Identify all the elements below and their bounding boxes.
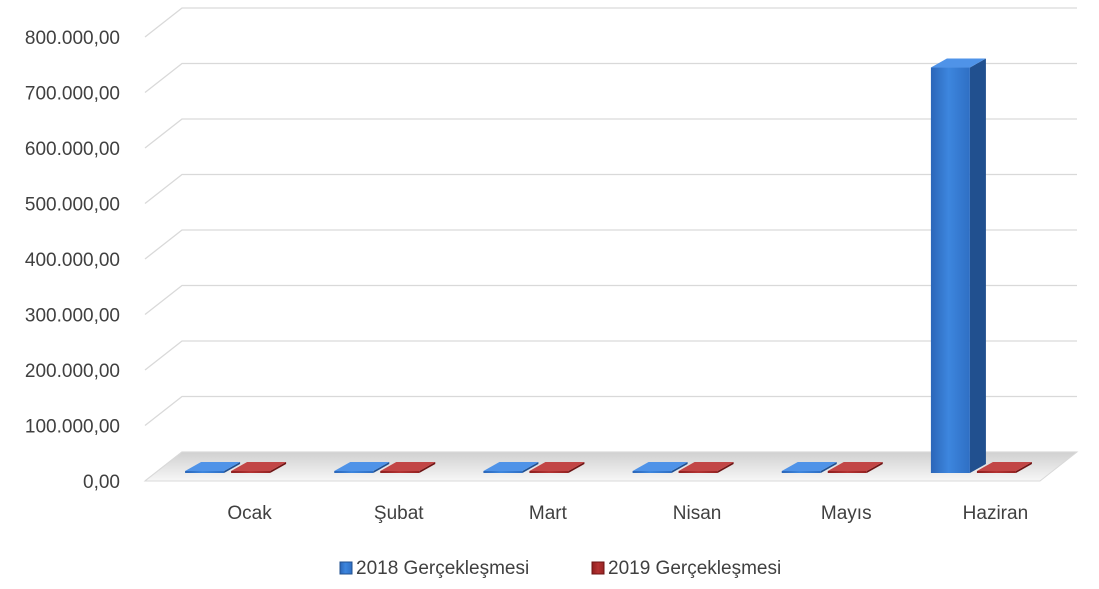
bar-top: [976, 462, 1032, 471]
y-tick-label: 600.000,00: [25, 139, 120, 160]
y-tick-label: 200.000,00: [25, 361, 120, 382]
gridline: [144, 229, 1077, 260]
bar-side: [671, 462, 688, 473]
y-tick-label: 0,00: [83, 472, 120, 493]
gridline: [144, 395, 1077, 427]
y-tick-label: 700.000,00: [25, 84, 120, 105]
bar-2018-Haziran: [930, 58, 986, 474]
bar-2018-Mayıs: [781, 462, 837, 473]
x-tick-label: Ocak: [227, 503, 272, 524]
bar-top: [529, 462, 585, 471]
bar-front: [632, 471, 672, 473]
y-tick-label: 500.000,00: [25, 195, 120, 216]
gridline: [144, 284, 1077, 316]
y-tick-label: 300.000,00: [25, 306, 120, 327]
bar-side: [419, 462, 436, 473]
bar-top: [185, 462, 241, 471]
bar-front: [185, 471, 225, 473]
chart-floor: [143, 451, 1079, 482]
x-tick-label: Mart: [529, 503, 568, 524]
bar-top: [334, 462, 390, 471]
bar-2019-Nisan: [678, 462, 734, 473]
legend-item-1: 2019 Gerçekleşmesi: [591, 558, 781, 579]
bar-front: [781, 471, 821, 473]
bar-top: [632, 462, 688, 471]
bar-2019-Haziran: [976, 462, 1032, 473]
gridline: [144, 173, 1077, 205]
x-axis-tick-labels: Ocak Şubat Mart Nisan Mayıs Haziran: [227, 503, 1028, 524]
bar-side: [568, 462, 585, 473]
bar-front: [930, 67, 970, 474]
legend-swatch: [339, 561, 353, 575]
bar-front: [827, 471, 867, 473]
bar-2018-Şubat: [334, 462, 390, 473]
bar-2019-Mayıs: [827, 462, 883, 473]
legend-label: 2018 Gerçekleşmesi: [356, 558, 529, 579]
bar-series-layer: [185, 58, 1032, 474]
bar-front: [976, 471, 1016, 473]
bar-top: [827, 462, 883, 471]
y-tick-label: 100.000,00: [25, 417, 120, 438]
bar-side: [866, 462, 883, 473]
gridline: [144, 340, 1077, 371]
x-tick-label: Mayıs: [821, 503, 872, 524]
bar-top: [483, 462, 539, 471]
bar-front: [334, 471, 374, 473]
bar-front: [529, 471, 569, 473]
grid-layer: [144, 7, 1077, 482]
bar-side: [224, 462, 241, 473]
bar-top: [930, 58, 986, 68]
bar-side: [969, 58, 986, 474]
bar-front: [483, 471, 523, 473]
legend: 2018 Gerçekleşmesi 2019 Gerçekleşmesi: [339, 558, 781, 579]
bar-side: [1015, 462, 1032, 473]
bar-top: [380, 462, 436, 471]
bar-2018-Mart: [483, 462, 539, 473]
x-tick-label: Şubat: [374, 503, 424, 524]
gridline: [144, 118, 1077, 149]
legend-swatch: [591, 561, 605, 575]
bar-2018-Nisan: [632, 462, 688, 473]
bar-2018-Ocak: [185, 462, 241, 473]
bar-2019-Ocak: [231, 462, 287, 473]
y-tick-label: 400.000,00: [25, 250, 120, 271]
bar-2019-Mart: [529, 462, 585, 473]
bar-side: [270, 462, 287, 473]
bar-top: [781, 462, 837, 471]
bar-side: [717, 462, 734, 473]
gridline: [144, 7, 1077, 38]
bar-side: [820, 462, 837, 473]
chart-floor-plane: [143, 451, 1079, 482]
bar-top: [678, 462, 734, 471]
bar-front: [231, 471, 271, 473]
gridline: [144, 62, 1077, 94]
legend-label: 2019 Gerçekleşmesi: [608, 558, 781, 579]
x-tick-label: Haziran: [963, 503, 1028, 524]
x-tick-label: Nisan: [673, 503, 722, 524]
bar-2019-Şubat: [380, 462, 436, 473]
bar-top: [231, 462, 287, 471]
bar-side: [522, 462, 539, 473]
bar-front: [380, 471, 420, 473]
bar-front: [678, 471, 718, 473]
y-tick-label: 800.000,00: [25, 28, 120, 49]
y-axis-tick-labels: 0,00 100.000,00 200.000,00 300.000,00 400.00…: [25, 28, 120, 493]
legend-item-0: 2018 Gerçekleşmesi: [339, 558, 529, 579]
bar-side: [373, 462, 390, 473]
